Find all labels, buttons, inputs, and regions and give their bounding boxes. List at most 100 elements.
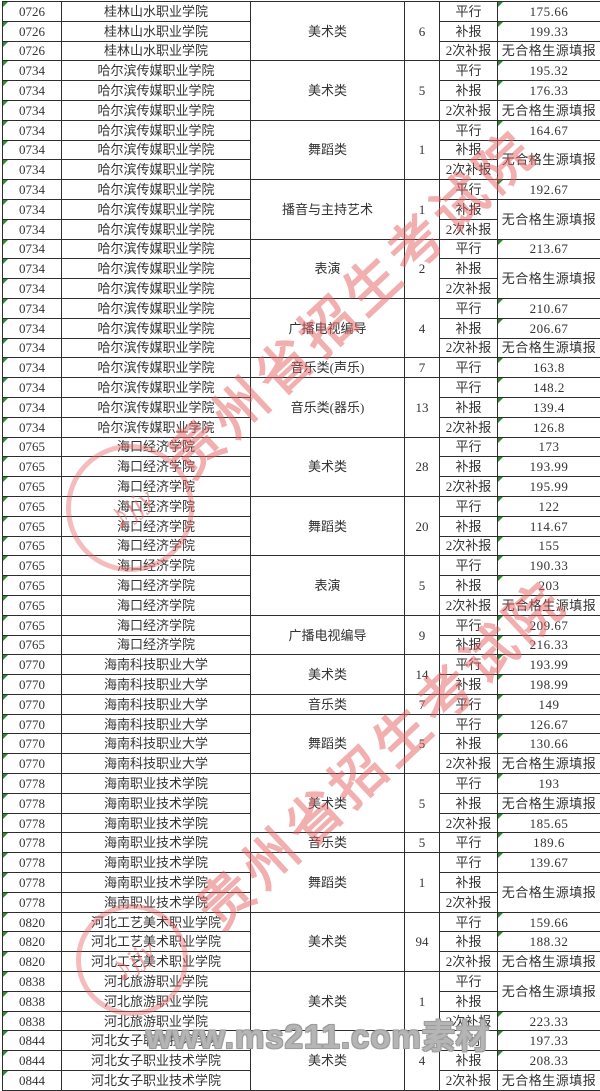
school-cell: 哈尔滨传媒职业学院 — [62, 160, 251, 180]
school-cell: 海南科技职业大学 — [62, 694, 251, 714]
score-cell: 189.6 — [498, 833, 600, 853]
code-cell: 0734 — [3, 378, 62, 398]
type-cell: 平行 — [440, 437, 498, 457]
score-cell: 126.67 — [498, 714, 600, 734]
count-cell: 2 — [405, 239, 440, 298]
code-cell: 0765 — [3, 595, 62, 615]
type-cell: 平行 — [440, 853, 498, 873]
score-cell: 163.8 — [498, 358, 600, 378]
code-cell: 0765 — [3, 635, 62, 655]
code-cell: 0734 — [3, 338, 62, 358]
score-cell: 无合格生源填报 — [498, 199, 600, 239]
type-cell: 补报 — [440, 734, 498, 754]
school-cell: 海口经济学院 — [62, 477, 251, 497]
score-cell: 126.8 — [498, 417, 600, 437]
type-cell: 平行 — [440, 61, 498, 81]
score-cell: 无合格生源填报 — [498, 972, 600, 1012]
category-cell: 美术类 — [251, 912, 405, 971]
score-cell: 无合格生源填报 — [498, 1071, 600, 1091]
score-cell: 193.99 — [498, 655, 600, 675]
type-cell: 补报 — [440, 793, 498, 813]
category-cell: 音乐类 — [251, 833, 405, 853]
type-cell: 平行 — [440, 239, 498, 259]
score-cell: 无合格生源填报 — [498, 140, 600, 180]
code-cell: 0765 — [3, 496, 62, 516]
count-cell: 1 — [405, 972, 440, 1031]
school-cell: 哈尔滨传媒职业学院 — [62, 100, 251, 120]
code-cell: 0765 — [3, 615, 62, 635]
school-cell: 桂林山水职业学院 — [62, 2, 251, 22]
count-cell: 9 — [405, 615, 440, 655]
score-cell: 159.66 — [498, 912, 600, 932]
code-cell: 0778 — [3, 774, 62, 794]
type-cell: 2次补报 — [440, 595, 498, 615]
code-cell: 0765 — [3, 536, 62, 556]
code-cell: 0770 — [3, 714, 62, 734]
score-cell: 122 — [498, 496, 600, 516]
type-cell: 平行 — [440, 694, 498, 714]
type-cell: 2次补报 — [440, 952, 498, 972]
code-cell: 0734 — [3, 160, 62, 180]
count-cell: 7 — [405, 358, 440, 378]
type-cell: 2次补报 — [440, 813, 498, 833]
type-cell: 补报 — [440, 81, 498, 101]
count-cell: 6 — [405, 2, 440, 61]
code-cell: 0734 — [3, 417, 62, 437]
category-cell: 美术类 — [251, 61, 405, 120]
score-cell: 193.99 — [498, 457, 600, 477]
score-cell: 209.67 — [498, 615, 600, 635]
school-cell: 海口经济学院 — [62, 437, 251, 457]
school-cell: 河北女子职业技术学院 — [62, 1051, 251, 1071]
code-cell: 0765 — [3, 457, 62, 477]
count-cell: 5 — [405, 61, 440, 120]
code-cell: 0838 — [3, 1011, 62, 1031]
score-cell: 无合格生源填报 — [498, 754, 600, 774]
school-cell: 哈尔滨传媒职业学院 — [62, 199, 251, 219]
count-cell: 5 — [405, 714, 440, 773]
category-cell: 音乐类(器乐) — [251, 378, 405, 437]
code-cell: 0844 — [3, 1051, 62, 1071]
type-cell: 补报 — [440, 516, 498, 536]
type-cell: 2次补报 — [440, 1071, 498, 1091]
school-cell: 海口经济学院 — [62, 516, 251, 536]
type-cell: 2次补报 — [440, 536, 498, 556]
category-cell: 表演 — [251, 239, 405, 298]
code-cell: 0734 — [3, 120, 62, 140]
school-cell: 海口经济学院 — [62, 496, 251, 516]
code-cell: 0844 — [3, 1031, 62, 1051]
type-cell: 2次补报 — [440, 477, 498, 497]
code-cell: 0734 — [3, 318, 62, 338]
type-cell: 2次补报 — [440, 754, 498, 774]
code-cell: 0778 — [3, 853, 62, 873]
school-cell: 河北工艺美术职业学院 — [62, 912, 251, 932]
count-cell: 1 — [405, 180, 440, 239]
type-cell: 平行 — [440, 655, 498, 675]
score-cell: 210.67 — [498, 298, 600, 318]
count-cell: 4 — [405, 1031, 440, 1090]
score-cell: 190.33 — [498, 556, 600, 576]
count-cell: 13 — [405, 378, 440, 437]
code-cell: 0734 — [3, 298, 62, 318]
score-cell: 192.67 — [498, 180, 600, 200]
type-cell: 平行 — [440, 2, 498, 22]
type-cell: 平行 — [440, 120, 498, 140]
type-cell: 平行 — [440, 556, 498, 576]
school-cell: 哈尔滨传媒职业学院 — [62, 298, 251, 318]
school-cell: 海南职业技术学院 — [62, 793, 251, 813]
type-cell: 补报 — [440, 397, 498, 417]
code-cell: 0726 — [3, 21, 62, 41]
type-cell: 补报 — [440, 457, 498, 477]
type-cell: 补报 — [440, 932, 498, 952]
type-cell: 2次补报 — [440, 892, 498, 912]
code-cell: 0765 — [3, 516, 62, 536]
code-cell: 0765 — [3, 556, 62, 576]
school-cell: 河北工艺美术职业学院 — [62, 932, 251, 952]
